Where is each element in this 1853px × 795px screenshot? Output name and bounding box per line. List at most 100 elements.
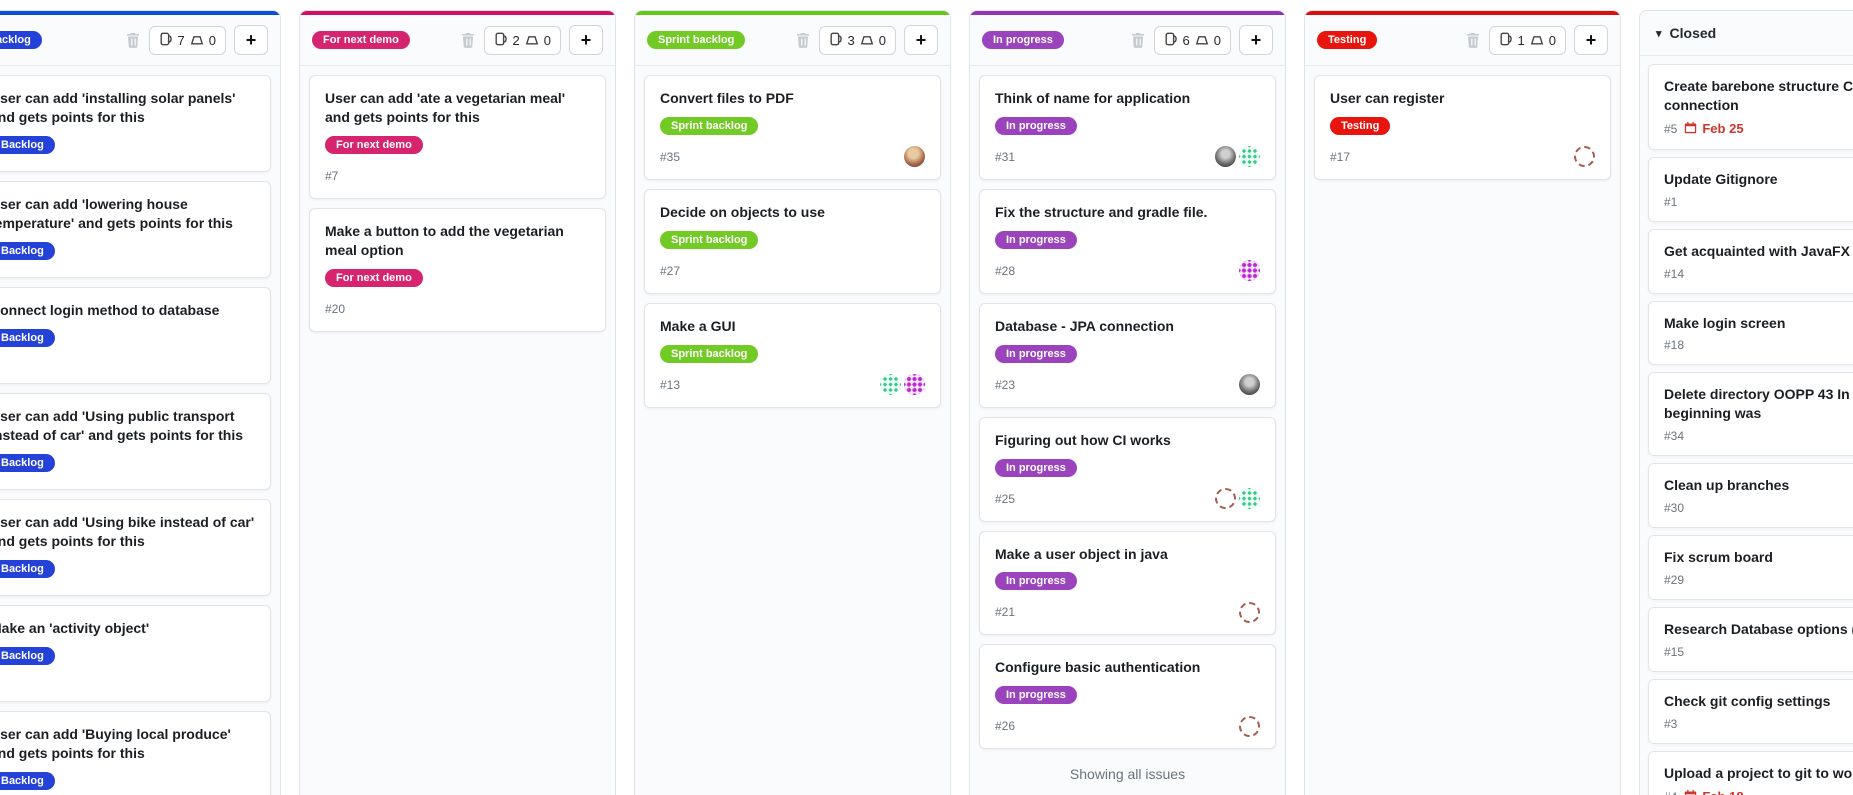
issue-number: #28 xyxy=(995,263,1016,278)
column-header: Testing 1 0 + xyxy=(1305,15,1620,66)
card-title[interactable]: Fix the structure and gradle file. xyxy=(995,203,1208,220)
card-title[interactable]: Decide on objects to use xyxy=(660,203,825,220)
card[interactable]: Make a GUI Sprint backlog #13 xyxy=(644,302,941,408)
card[interactable]: Decide on objects to use Sprint backlog #2… xyxy=(644,188,941,294)
closed-card[interactable]: Check git config settings #3 xyxy=(1648,678,1853,744)
card[interactable]: User can add 'Using bike instead of car'… xyxy=(0,499,271,596)
closed-card[interactable]: Make login screen #18 xyxy=(1648,300,1853,366)
card-title[interactable]: Make a button to add the vegetarian meal… xyxy=(325,222,564,258)
closed-column-header[interactable]: ▾ Closed xyxy=(1640,11,1853,56)
closed-card[interactable]: Delete directory OOPP 43 In the beginnin… xyxy=(1648,372,1853,457)
closed-card[interactable]: Update Gitignore #1 xyxy=(1648,156,1853,222)
card-label-badge: For next demo xyxy=(325,135,423,154)
card-meta-row: #31 xyxy=(995,146,1260,168)
people-count-icon xyxy=(1195,32,1209,49)
closed-card[interactable]: Research Database options ((No)SQL?) #15 xyxy=(1648,607,1853,672)
card[interactable]: Database - JPA connection In progress #23 xyxy=(979,302,1276,408)
card[interactable]: User can add 'Using public transport ins… xyxy=(0,393,271,490)
card-title[interactable]: Make a user object in java xyxy=(995,545,1168,562)
card[interactable]: User can add 'lowering house temperature… xyxy=(0,181,271,278)
card-title[interactable]: Make login screen xyxy=(1664,314,1786,331)
card-title[interactable]: Connect login method to database xyxy=(0,302,220,318)
card-title[interactable]: User can register xyxy=(1330,90,1445,106)
card-title[interactable]: Make an 'activity object' xyxy=(0,620,150,636)
add-card-button[interactable]: + xyxy=(1574,25,1608,55)
people-count: 0 xyxy=(543,32,551,48)
trash-icon[interactable] xyxy=(460,32,476,48)
card[interactable]: Make an 'activity object' Backlog xyxy=(0,605,271,702)
card-label-badge: In progress xyxy=(995,230,1077,249)
card[interactable]: Fix the structure and gradle file. In pro… xyxy=(979,188,1276,294)
column-cards: Convert files to PDF Sprint backlog #35 Dec… xyxy=(635,66,950,417)
closed-card[interactable]: Get acquainted with JavaFX #14 xyxy=(1648,228,1853,294)
card[interactable]: User can add 'installing solar panels' a… xyxy=(0,75,271,172)
card-title[interactable]: User can add 'Buying local produce' and … xyxy=(0,726,231,761)
card-title[interactable]: Upload a project to git to work from xyxy=(1664,764,1853,781)
card[interactable]: User can add 'ate a vegetarian meal' and… xyxy=(309,75,606,199)
closed-card[interactable]: Create barebone structure Client-Server … xyxy=(1648,64,1853,150)
card[interactable]: Think of name for application In progress… xyxy=(979,75,1276,180)
column-header: Sprint backlog 3 0 + xyxy=(635,15,950,66)
card[interactable]: Convert files to PDF Sprint backlog #35 xyxy=(644,75,941,180)
closed-card[interactable]: Fix scrum board #29 xyxy=(1648,535,1853,601)
add-card-button[interactable]: + xyxy=(1239,25,1273,55)
closed-card[interactable]: Clean up branches #30 xyxy=(1648,463,1853,529)
card-count: 7 xyxy=(177,32,185,48)
card-title[interactable]: Update Gitignore xyxy=(1664,170,1778,187)
card[interactable]: Figuring out how CI works In progress #25 xyxy=(979,416,1276,522)
card-label-badge: In progress xyxy=(995,344,1077,363)
column-testing: Testing 1 0 + User can register Testing #17 xyxy=(1304,10,1621,795)
card-title[interactable]: Check git config settings xyxy=(1664,692,1831,709)
card-title[interactable]: Fix scrum board xyxy=(1664,549,1773,566)
closed-card[interactable]: Upload a project to git to work from #4 Fe… xyxy=(1648,750,1853,795)
trash-icon[interactable] xyxy=(1130,32,1146,48)
card-title[interactable]: User can add 'installing solar panels' a… xyxy=(0,90,236,125)
card-title[interactable]: Convert files to PDF xyxy=(660,90,794,106)
card-title[interactable]: User can add 'ate a vegetarian meal' and… xyxy=(325,90,566,125)
card-title[interactable]: Create barebone structure Client-Server … xyxy=(1664,78,1853,113)
column-for-next-demo: For next demo 2 0 + User can add 'ate a vege… xyxy=(299,10,616,795)
card-title[interactable]: Figuring out how CI works xyxy=(995,431,1171,448)
card-title[interactable]: Database - JPA connection xyxy=(995,317,1174,334)
card[interactable]: Connect login method to database Backlog xyxy=(0,287,271,384)
card-title[interactable]: Clean up branches xyxy=(1664,477,1790,494)
card-title[interactable]: User can add 'Using bike instead of car'… xyxy=(0,514,255,549)
card-title[interactable]: User can add 'Using public transport ins… xyxy=(0,408,244,443)
card-title[interactable]: Delete directory OOPP 43 In the beginnin… xyxy=(1664,386,1853,422)
add-card-button[interactable]: + xyxy=(234,25,268,55)
card[interactable]: Make a user object in java In progress #21 xyxy=(979,530,1276,636)
card[interactable]: User can register Testing #17 xyxy=(1314,75,1611,180)
card-title[interactable]: User can add 'lowering house temperature… xyxy=(0,196,233,231)
column-accent-bar xyxy=(300,11,615,15)
card[interactable]: User can add 'Buying local produce' and … xyxy=(0,711,271,795)
issue-number: #5 xyxy=(1664,121,1678,136)
add-card-button[interactable]: + xyxy=(569,25,603,55)
column-cards: User can add 'installing solar panels' a… xyxy=(0,66,280,795)
card-meta-row: #7 xyxy=(325,165,590,187)
trash-icon[interactable] xyxy=(1465,32,1481,48)
trash-icon[interactable] xyxy=(795,32,811,48)
due-date-text: Feb 18 xyxy=(1702,789,1743,795)
card-label-badge: Backlog xyxy=(0,241,55,260)
issue-number: #1 xyxy=(1664,194,1678,209)
card-title[interactable]: Configure basic authentication xyxy=(995,659,1201,676)
trash-icon[interactable] xyxy=(125,32,141,48)
card-count: 6 xyxy=(1182,32,1190,48)
card[interactable]: Make a button to add the vegetarian meal… xyxy=(309,207,606,332)
card-meta-row: #17 xyxy=(1330,146,1595,168)
column-accent-bar xyxy=(1305,11,1620,15)
card-title[interactable]: Get acquainted with JavaFX xyxy=(1664,242,1850,259)
column-header-actions: 3 0 + xyxy=(795,25,938,55)
avatar-identicon-ring xyxy=(1239,715,1260,737)
add-card-button[interactable]: + xyxy=(904,25,938,55)
card-count-icon xyxy=(829,32,843,49)
card[interactable]: Configure basic authentication In progres… xyxy=(979,644,1276,750)
card-title[interactable]: Make a GUI xyxy=(660,317,736,334)
avatar-identicon-purple xyxy=(904,374,925,396)
card-title[interactable]: Research Database options ((No)SQL?) xyxy=(1664,621,1853,638)
issue-number: #21 xyxy=(995,605,1016,620)
card-title[interactable]: Think of name for application xyxy=(995,90,1191,106)
